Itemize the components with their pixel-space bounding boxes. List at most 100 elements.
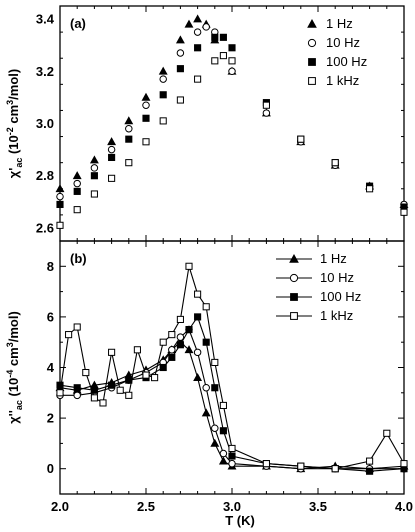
y-tick-label-1-1: 2 — [47, 411, 54, 426]
point-0-2-5 — [142, 114, 150, 122]
legend-marker-1-0 — [289, 253, 299, 263]
point-1-3-10 — [142, 371, 150, 379]
point-1-3-21 — [262, 460, 270, 468]
point-0-1-0 — [56, 192, 64, 201]
point-1-3-0 — [56, 389, 64, 397]
x-tick-label-1-4: 4.0 — [395, 499, 413, 514]
point-1-3-16 — [194, 290, 202, 298]
point-0-0-1 — [72, 171, 82, 180]
point-0-3-2 — [90, 190, 98, 198]
x-tick-label-1-2: 3.0 — [223, 499, 241, 514]
point-1-3-20 — [228, 444, 236, 453]
point-0-3-12 — [262, 101, 270, 109]
point-0-3-9 — [211, 57, 219, 65]
y-tick-label-0-1: 2.8 — [36, 168, 54, 183]
point-1-3-22 — [297, 462, 305, 470]
point-1-3-3 — [82, 369, 90, 377]
point-0-0-8 — [184, 19, 194, 28]
point-0-2-7 — [176, 65, 184, 73]
point-1-3-14 — [176, 315, 184, 323]
point-0-2-9 — [211, 33, 219, 41]
point-0-3-1 — [73, 206, 81, 214]
point-1-2-6 — [159, 363, 167, 372]
point-0-0-3 — [107, 137, 117, 146]
point-1-1-12 — [211, 424, 219, 432]
point-1-1-10 — [193, 348, 202, 357]
point-0-1-12 — [262, 109, 271, 117]
point-1-3-11 — [151, 374, 159, 382]
point-1-1-13 — [219, 449, 228, 458]
legend-label-1-0: 1 Hz — [320, 251, 347, 266]
point-0-2-8 — [194, 44, 202, 52]
point-0-1-7 — [176, 49, 185, 57]
point-1-1-1 — [73, 391, 81, 400]
point-1-3-26 — [400, 460, 408, 468]
point-0-0-4 — [124, 116, 134, 125]
point-0-2-2 — [90, 172, 98, 180]
point-0-3-4 — [125, 159, 133, 167]
point-0-3-13 — [297, 135, 305, 143]
point-1-0-10 — [193, 372, 203, 381]
series-0-3 — [56, 52, 408, 229]
point-1-2-3 — [108, 381, 116, 389]
point-1-2-18 — [366, 467, 374, 475]
point-1-3-12 — [159, 338, 167, 346]
point-1-2-11 — [202, 338, 210, 346]
point-1-3-15 — [185, 262, 193, 270]
legend-marker-1-1 — [289, 273, 299, 283]
x-axis-label: T (K) — [225, 513, 255, 528]
point-0-3-8 — [194, 75, 202, 83]
panel-label-0: (a) — [70, 16, 86, 31]
point-1-1-8 — [176, 333, 185, 341]
point-1-0-9 — [184, 345, 194, 354]
point-0-3-6 — [159, 117, 167, 125]
point-0-1-11 — [228, 67, 236, 76]
point-0-3-5 — [142, 138, 150, 146]
panel-b: 2.0 2.5 3.0 3.5 4.0 0 2 4 6 8 (b) χ''ac (10-4 cm3/m… — [5, 240, 413, 514]
legend-marker-0-2 — [308, 58, 316, 66]
point-1-3-13 — [168, 331, 176, 339]
panel-a: 2.6 2.8 3.0 3.2 3.4 (a) χ'ac (10-2 cm3/mol) 1 H… — [5, 5, 409, 242]
point-1-0-12 — [210, 438, 220, 447]
legend-marker-0-1 — [307, 38, 317, 48]
point-0-1-9 — [202, 23, 210, 31]
point-1-3-17 — [202, 303, 210, 311]
x-tick-label-1-1: 2.5 — [137, 499, 155, 514]
point-1-1-14 — [228, 459, 236, 468]
point-0-0-7 — [175, 35, 185, 44]
point-0-3-14 — [331, 159, 339, 167]
point-1-2-1 — [73, 384, 81, 392]
point-1-3-8 — [125, 391, 133, 399]
point-1-3-18 — [211, 358, 219, 367]
point-0-1-4 — [125, 124, 133, 133]
legend-marker-0-0 — [307, 18, 317, 28]
point-0-3-7 — [176, 96, 184, 104]
point-1-3-9 — [133, 346, 141, 354]
legend-label-0-2: 100 Hz — [326, 54, 367, 69]
point-0-1-1 — [73, 179, 81, 188]
point-0-2-1 — [73, 187, 81, 195]
y-tick-label-1-4: 8 — [47, 259, 54, 274]
y-tick-label-0-3: 3.2 — [36, 64, 54, 79]
y-tick-label-1-3: 6 — [47, 309, 54, 324]
x-tick-label-1-3: 3.5 — [309, 499, 327, 514]
point-0-3-15 — [366, 185, 374, 193]
point-1-1-11 — [202, 384, 210, 392]
panel-label-1: (b) — [70, 251, 87, 266]
legend-label-0-3: 1 kHz — [326, 73, 359, 88]
point-1-2-8 — [176, 341, 184, 349]
point-1-2-7 — [168, 353, 176, 361]
point-0-0-6 — [158, 66, 168, 75]
legend-label-1-1: 10 Hz — [320, 270, 354, 285]
point-1-2-10 — [194, 313, 202, 321]
y-tick-label-0-4: 3.4 — [36, 12, 55, 27]
x-tick-label-1-0: 2.0 — [51, 499, 69, 514]
point-0-0-0 — [55, 184, 65, 193]
legend-label-0-1: 10 Hz — [326, 35, 360, 50]
point-1-2-13 — [219, 427, 227, 435]
point-0-2-10 — [219, 33, 227, 41]
point-0-2-0 — [56, 200, 64, 209]
point-1-3-23 — [331, 465, 339, 473]
point-1-3-1 — [65, 331, 73, 339]
